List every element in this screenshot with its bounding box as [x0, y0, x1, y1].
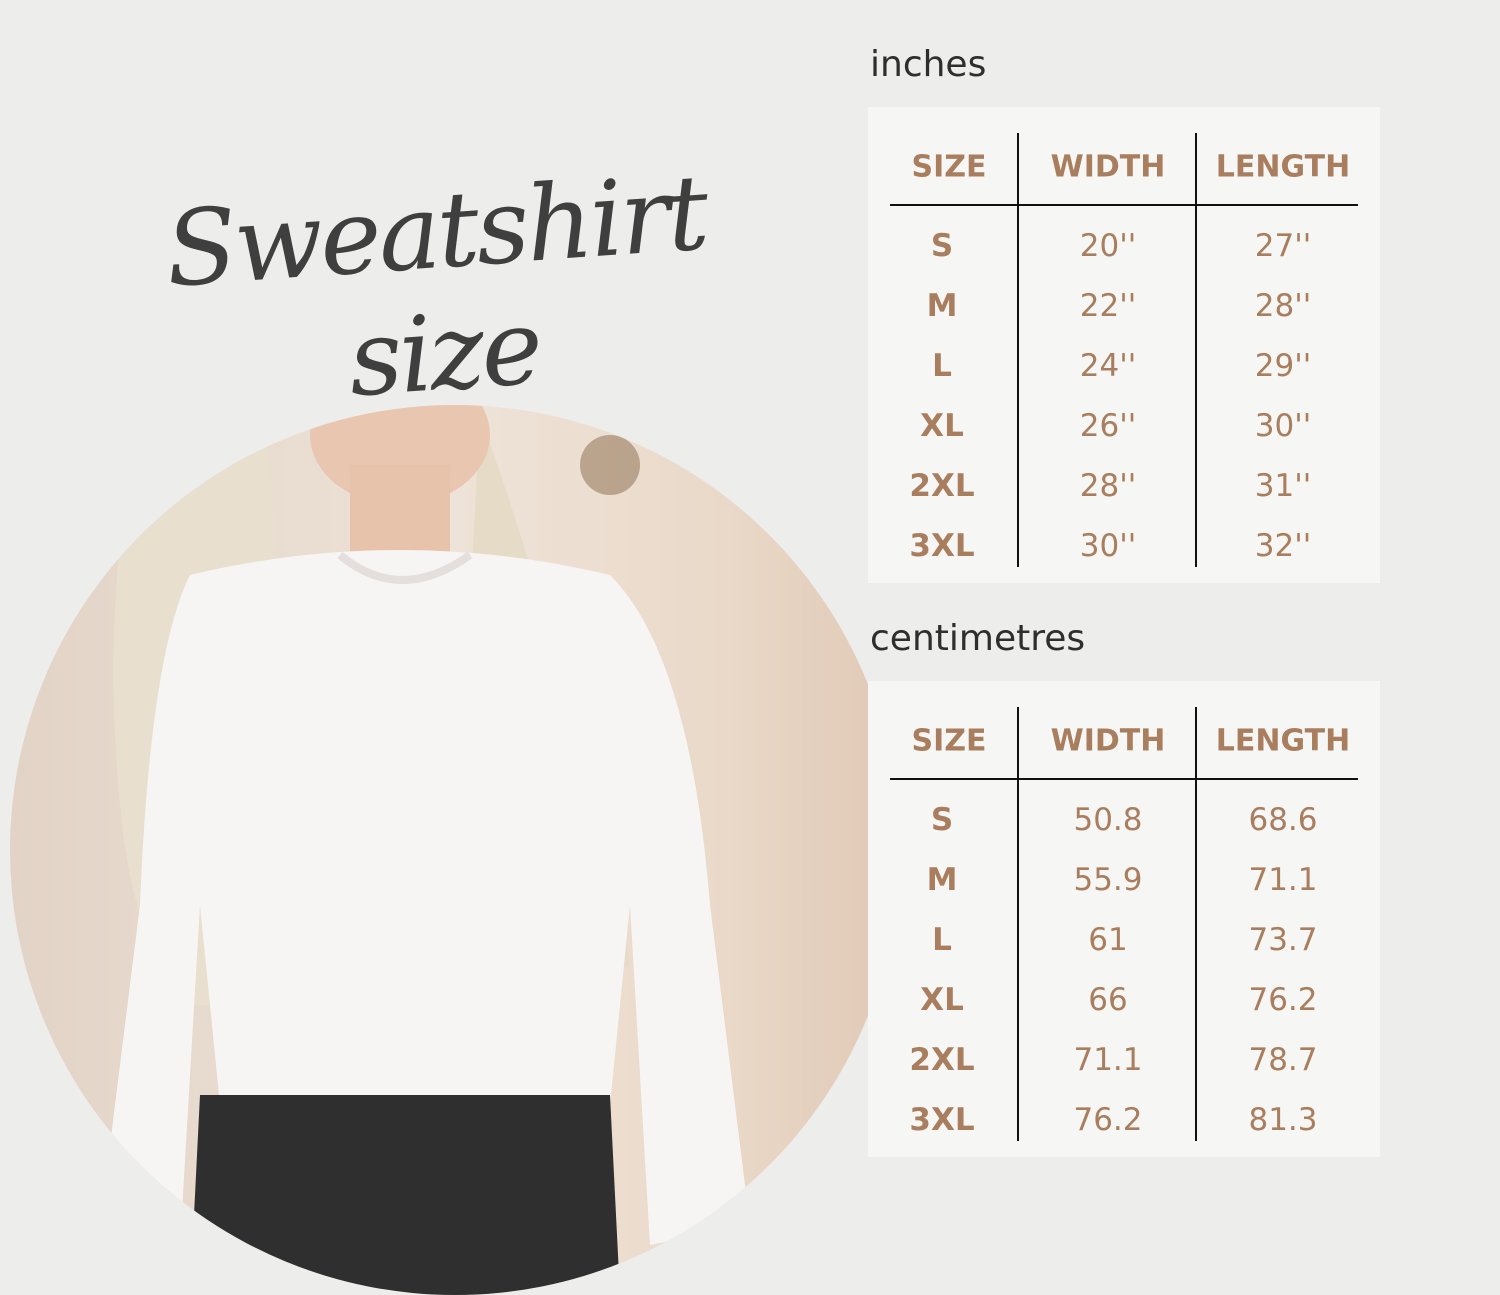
size-cell: 3XL — [909, 528, 975, 564]
column-header: WIDTH — [1050, 723, 1166, 759]
header-divider — [890, 778, 1358, 780]
measurement-cell: 73.7 — [1248, 922, 1318, 958]
column-header: LENGTH — [1215, 149, 1351, 185]
inches-size-table: SIZE WIDTH LENGTH S 20'' 27'' M 22'' 28'' L 24'' 29… — [868, 107, 1380, 583]
measurement-cell: 29'' — [1254, 348, 1312, 384]
measurement-cell: 24'' — [1079, 348, 1137, 384]
column-divider — [1195, 133, 1197, 567]
inches-label: inches — [870, 44, 987, 85]
measurement-cell: 28'' — [1254, 288, 1312, 324]
measurement-cell: 71.1 — [1073, 1042, 1143, 1078]
size-cell: M — [926, 288, 958, 324]
size-cell: L — [932, 348, 952, 384]
size-cell: 3XL — [909, 1102, 975, 1138]
size-cell: 2XL — [909, 468, 975, 504]
measurement-cell: 50.8 — [1073, 802, 1143, 838]
size-cell: XL — [920, 408, 964, 444]
measurement-cell: 27'' — [1254, 228, 1312, 264]
measurement-cell: 68.6 — [1248, 802, 1318, 838]
column-divider — [1017, 133, 1019, 567]
column-header: SIZE — [911, 723, 987, 759]
size-cell: S — [930, 228, 954, 264]
measurement-cell: 30'' — [1079, 528, 1137, 564]
size-cell: S — [930, 802, 954, 838]
column-header: SIZE — [911, 149, 987, 185]
model-photo — [10, 405, 900, 1295]
measurement-cell: 78.7 — [1248, 1042, 1318, 1078]
measurement-cell: 26'' — [1079, 408, 1137, 444]
centimetres-label: centimetres — [870, 618, 1086, 659]
size-cell: 2XL — [909, 1042, 975, 1078]
measurement-cell: 81.3 — [1248, 1102, 1318, 1138]
measurement-cell: 22'' — [1079, 288, 1137, 324]
column-header: LENGTH — [1215, 723, 1351, 759]
size-cell: M — [926, 862, 958, 898]
model-illustration — [100, 405, 750, 1295]
size-cell: XL — [920, 982, 964, 1018]
measurement-cell: 71.1 — [1248, 862, 1318, 898]
measurement-cell: 30'' — [1254, 408, 1312, 444]
measurement-cell: 66 — [1088, 982, 1128, 1018]
size-cell: L — [932, 922, 952, 958]
measurement-cell: 55.9 — [1073, 862, 1143, 898]
column-divider — [1195, 707, 1197, 1141]
column-header: WIDTH — [1050, 149, 1166, 185]
header-divider — [890, 204, 1358, 206]
measurement-cell: 61 — [1088, 922, 1128, 958]
column-divider — [1017, 707, 1019, 1141]
measurement-cell: 31'' — [1254, 468, 1312, 504]
page-title: Sweatshirt size — [161, 151, 710, 421]
measurement-cell: 28'' — [1079, 468, 1137, 504]
measurement-cell: 76.2 — [1073, 1102, 1143, 1138]
centimetres-size-table: SIZE WIDTH LENGTH S 50.8 68.6 M 55.9 71.1 L 61 73.7… — [868, 681, 1380, 1157]
measurement-cell: 32'' — [1254, 528, 1312, 564]
measurement-cell: 20'' — [1079, 228, 1137, 264]
measurement-cell: 76.2 — [1248, 982, 1318, 1018]
